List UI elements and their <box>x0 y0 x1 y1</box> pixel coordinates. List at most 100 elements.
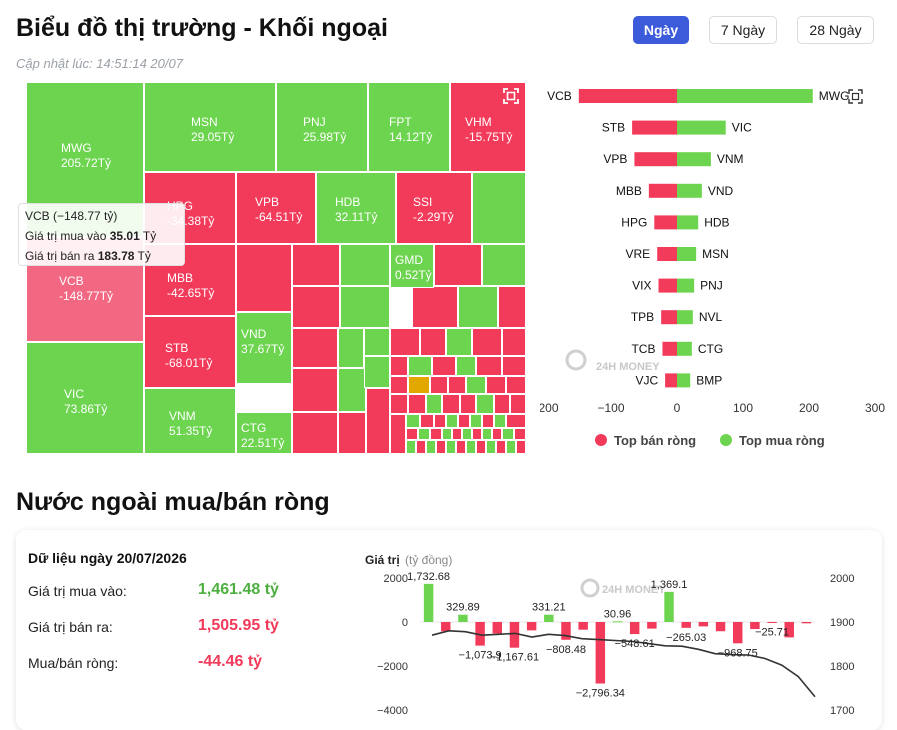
treemap-small-cell[interactable] <box>442 394 460 414</box>
legend-sell-label[interactable]: Top bán ròng <box>614 433 696 448</box>
sell-bar[interactable] <box>578 89 677 103</box>
treemap-cell-gmd[interactable]: GMD 0.52Tỷ <box>390 244 434 288</box>
treemap-small-cell[interactable] <box>430 428 442 440</box>
treemap-cell-fpt[interactable]: FPT 14.12Tỷ <box>368 82 450 172</box>
sell-bar[interactable] <box>648 183 677 198</box>
treemap-small-cell[interactable] <box>494 414 506 428</box>
treemap-small-cell[interactable] <box>472 172 526 244</box>
net-bar[interactable] <box>612 621 623 623</box>
treemap-small-cell[interactable] <box>462 428 472 440</box>
treemap-small-cell[interactable] <box>506 440 516 454</box>
net-bar[interactable] <box>458 614 468 622</box>
net-bar[interactable] <box>664 591 674 622</box>
treemap-small-cell[interactable] <box>364 356 390 388</box>
treemap-small-cell[interactable] <box>420 328 446 356</box>
sell-bar[interactable] <box>662 341 677 356</box>
net-bar[interactable] <box>509 622 520 648</box>
treemap-small-cell[interactable] <box>506 414 526 428</box>
treemap-small-cell[interactable] <box>406 428 418 440</box>
treemap-cell-vnm[interactable]: VNM 51.35Tỷ <box>144 388 236 454</box>
treemap-small-cell[interactable] <box>406 440 416 454</box>
treemap-small-cell[interactable] <box>436 440 446 454</box>
treemap-small-cell[interactable] <box>506 376 526 394</box>
treemap-small-cell[interactable] <box>408 394 426 414</box>
treemap-small-cell[interactable] <box>456 440 466 454</box>
treemap-small-cell[interactable] <box>434 244 482 286</box>
net-bar[interactable] <box>561 622 571 640</box>
treemap-cell-ctg[interactable]: CTG 22.51Tỷ <box>236 412 292 454</box>
treemap-small-cell[interactable] <box>292 368 338 412</box>
legend-buy-label[interactable]: Top mua ròng <box>739 433 825 448</box>
buy-bar[interactable] <box>677 183 702 198</box>
treemap-small-cell[interactable] <box>430 376 448 394</box>
net-bar[interactable] <box>750 622 760 630</box>
sell-bar[interactable] <box>661 310 677 325</box>
treemap-small-cell[interactable] <box>510 394 526 414</box>
treemap-small-cell[interactable] <box>236 244 292 312</box>
buy-bar[interactable] <box>677 373 691 388</box>
net-bar[interactable] <box>715 622 726 632</box>
treemap-small-cell[interactable] <box>476 356 502 376</box>
treemap-small-cell[interactable] <box>472 328 502 356</box>
net-bar[interactable] <box>732 622 743 644</box>
treemap-small-cell[interactable] <box>466 376 486 394</box>
net-bar[interactable] <box>629 622 640 635</box>
treemap-small-cell[interactable] <box>446 328 472 356</box>
treemap-small-cell[interactable] <box>416 440 426 454</box>
treemap-small-cell[interactable] <box>494 394 510 414</box>
treemap-small-cell[interactable] <box>496 440 506 454</box>
treemap-cell-vnd[interactable]: VND 37.67Tỷ <box>236 312 292 384</box>
expand-icon[interactable] <box>848 89 863 104</box>
treemap-small-cell[interactable] <box>502 428 514 440</box>
buy-bar[interactable] <box>677 120 726 135</box>
buy-bar[interactable] <box>677 310 693 325</box>
net-bar[interactable] <box>526 622 537 631</box>
net-bar[interactable] <box>647 622 657 629</box>
treemap-small-cell[interactable] <box>458 286 498 328</box>
treemap-small-cell[interactable] <box>292 244 340 286</box>
expand-icon[interactable] <box>502 87 520 105</box>
treemap-cell-pnj[interactable]: PNJ 25.98Tỷ <box>276 82 368 172</box>
treemap-small-cell[interactable] <box>340 286 390 328</box>
treemap-small-cell[interactable] <box>492 428 502 440</box>
treemap-small-cell[interactable] <box>460 394 476 414</box>
treemap-small-cell[interactable] <box>418 428 430 440</box>
treemap-cell-stb[interactable]: STB -68.01Tỷ <box>144 316 236 388</box>
treemap-small-cell[interactable] <box>448 376 466 394</box>
treemap-small-cell[interactable] <box>292 286 340 328</box>
treemap-small-cell[interactable] <box>406 414 420 428</box>
treemap-small-cell[interactable] <box>446 414 458 428</box>
treemap-small-cell[interactable] <box>476 440 486 454</box>
treemap-cell-vhm[interactable]: VHM -15.75Tỷ <box>450 82 526 172</box>
treemap-small-cell[interactable] <box>516 440 526 454</box>
treemap-small-cell[interactable] <box>340 244 390 286</box>
treemap-small-cell[interactable] <box>502 356 526 376</box>
sell-bar[interactable] <box>657 247 677 261</box>
treemap-cell-ssi[interactable]: SSI -2.29Tỷ <box>396 172 472 244</box>
net-bar[interactable] <box>681 622 691 628</box>
buy-bar[interactable] <box>677 278 695 293</box>
net-bar[interactable] <box>698 622 709 627</box>
net-bar[interactable] <box>423 583 434 622</box>
treemap-small-cell[interactable] <box>390 376 408 394</box>
sell-bar[interactable] <box>654 215 677 230</box>
treemap-small-cell[interactable] <box>466 440 476 454</box>
treemap-small-cell[interactable] <box>412 286 458 328</box>
treemap-small-cell[interactable] <box>390 394 408 414</box>
treemap-small-cell[interactable] <box>470 414 482 428</box>
buy-bar[interactable] <box>677 215 699 230</box>
treemap-small-cell[interactable] <box>390 328 420 356</box>
buy-bar[interactable] <box>677 341 692 356</box>
treemap-small-cell[interactable] <box>434 414 446 428</box>
treemap-cell-msn[interactable]: MSN 29.05Tỷ <box>144 82 276 172</box>
treemap-small-cell[interactable] <box>366 388 390 454</box>
treemap-cell-vic[interactable]: VIC 73.86Tỷ <box>26 342 144 454</box>
treemap-small-cell[interactable] <box>442 428 452 440</box>
net-bar[interactable] <box>544 614 554 622</box>
treemap-small-cell[interactable] <box>364 328 390 356</box>
range-7-days-button[interactable]: 7 Ngày <box>709 16 777 44</box>
treemap-small-cell[interactable] <box>292 412 338 454</box>
treemap-small-cell[interactable] <box>432 356 456 376</box>
buy-bar[interactable] <box>677 247 697 261</box>
treemap-small-cell[interactable] <box>408 376 430 394</box>
